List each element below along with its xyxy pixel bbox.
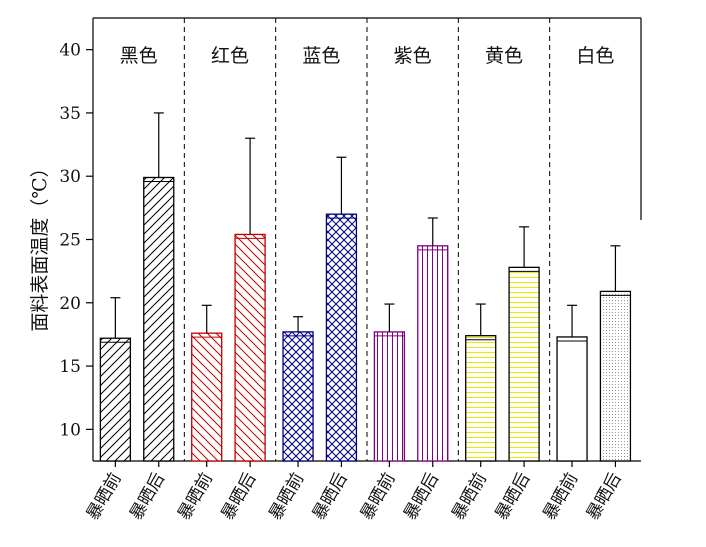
bar: [599, 290, 632, 462]
y-tick-label: 10: [59, 420, 81, 440]
y-tick-label: 30: [59, 167, 81, 187]
y-ticks: 10 15 20 25 30 35 40: [59, 41, 93, 440]
group-label: 紫色: [394, 45, 432, 67]
bars: [99, 112, 632, 462]
bar: [143, 176, 175, 462]
group-label: 黑色: [120, 45, 158, 67]
y-tick-label: 35: [59, 104, 81, 124]
y-tick-label: 25: [59, 231, 81, 251]
bar: [325, 213, 358, 462]
bar: [556, 336, 588, 462]
x-tick-label: 暴晒前: [266, 470, 309, 524]
bar: [373, 331, 406, 462]
bar: [99, 337, 132, 462]
x-tick-label: 暴晒后: [309, 470, 352, 524]
bar: [417, 245, 449, 462]
x-tick-label: 暴晒前: [83, 470, 126, 524]
group-label: 蓝色: [302, 45, 340, 67]
y-tick-label: 15: [59, 357, 81, 377]
x-tick-label: 暴晒后: [400, 470, 443, 524]
y-tick-label: 20: [59, 294, 81, 314]
y-axis-label: 面料表面温度（℃）: [29, 158, 51, 331]
x-tick-label: 暴晒前: [357, 470, 400, 524]
x-tick-label: 暴晒后: [492, 470, 535, 524]
x-tick-label: 暴晒前: [174, 470, 217, 524]
group-separators: [183, 18, 551, 461]
bar: [191, 332, 223, 462]
x-tick-label: 暴晒后: [218, 470, 261, 524]
bar: [234, 233, 266, 462]
x-tick-labels: 暴晒前 暴晒后 暴晒前 暴晒后 暴晒前 暴晒后 暴晒前 暴晒后 暴晒前 暴晒后 暴晒前 暴晒后: [83, 461, 626, 524]
bar: [282, 331, 314, 462]
bar: [465, 335, 497, 462]
group-label: 红色: [211, 45, 249, 67]
group-labels: 黑色 红色 蓝色 紫色 黄色 白色: [120, 45, 615, 67]
y-tick-label: 40: [59, 41, 81, 61]
x-tick-label: 暴晒前: [540, 470, 583, 524]
x-tick-label: 暴晒后: [126, 470, 169, 524]
group-label: 黄色: [485, 45, 523, 67]
x-tick-label: 暴晒后: [583, 470, 626, 524]
bar: [508, 266, 540, 462]
group-label: 白色: [576, 45, 614, 67]
x-tick-label: 暴晒前: [448, 469, 491, 523]
